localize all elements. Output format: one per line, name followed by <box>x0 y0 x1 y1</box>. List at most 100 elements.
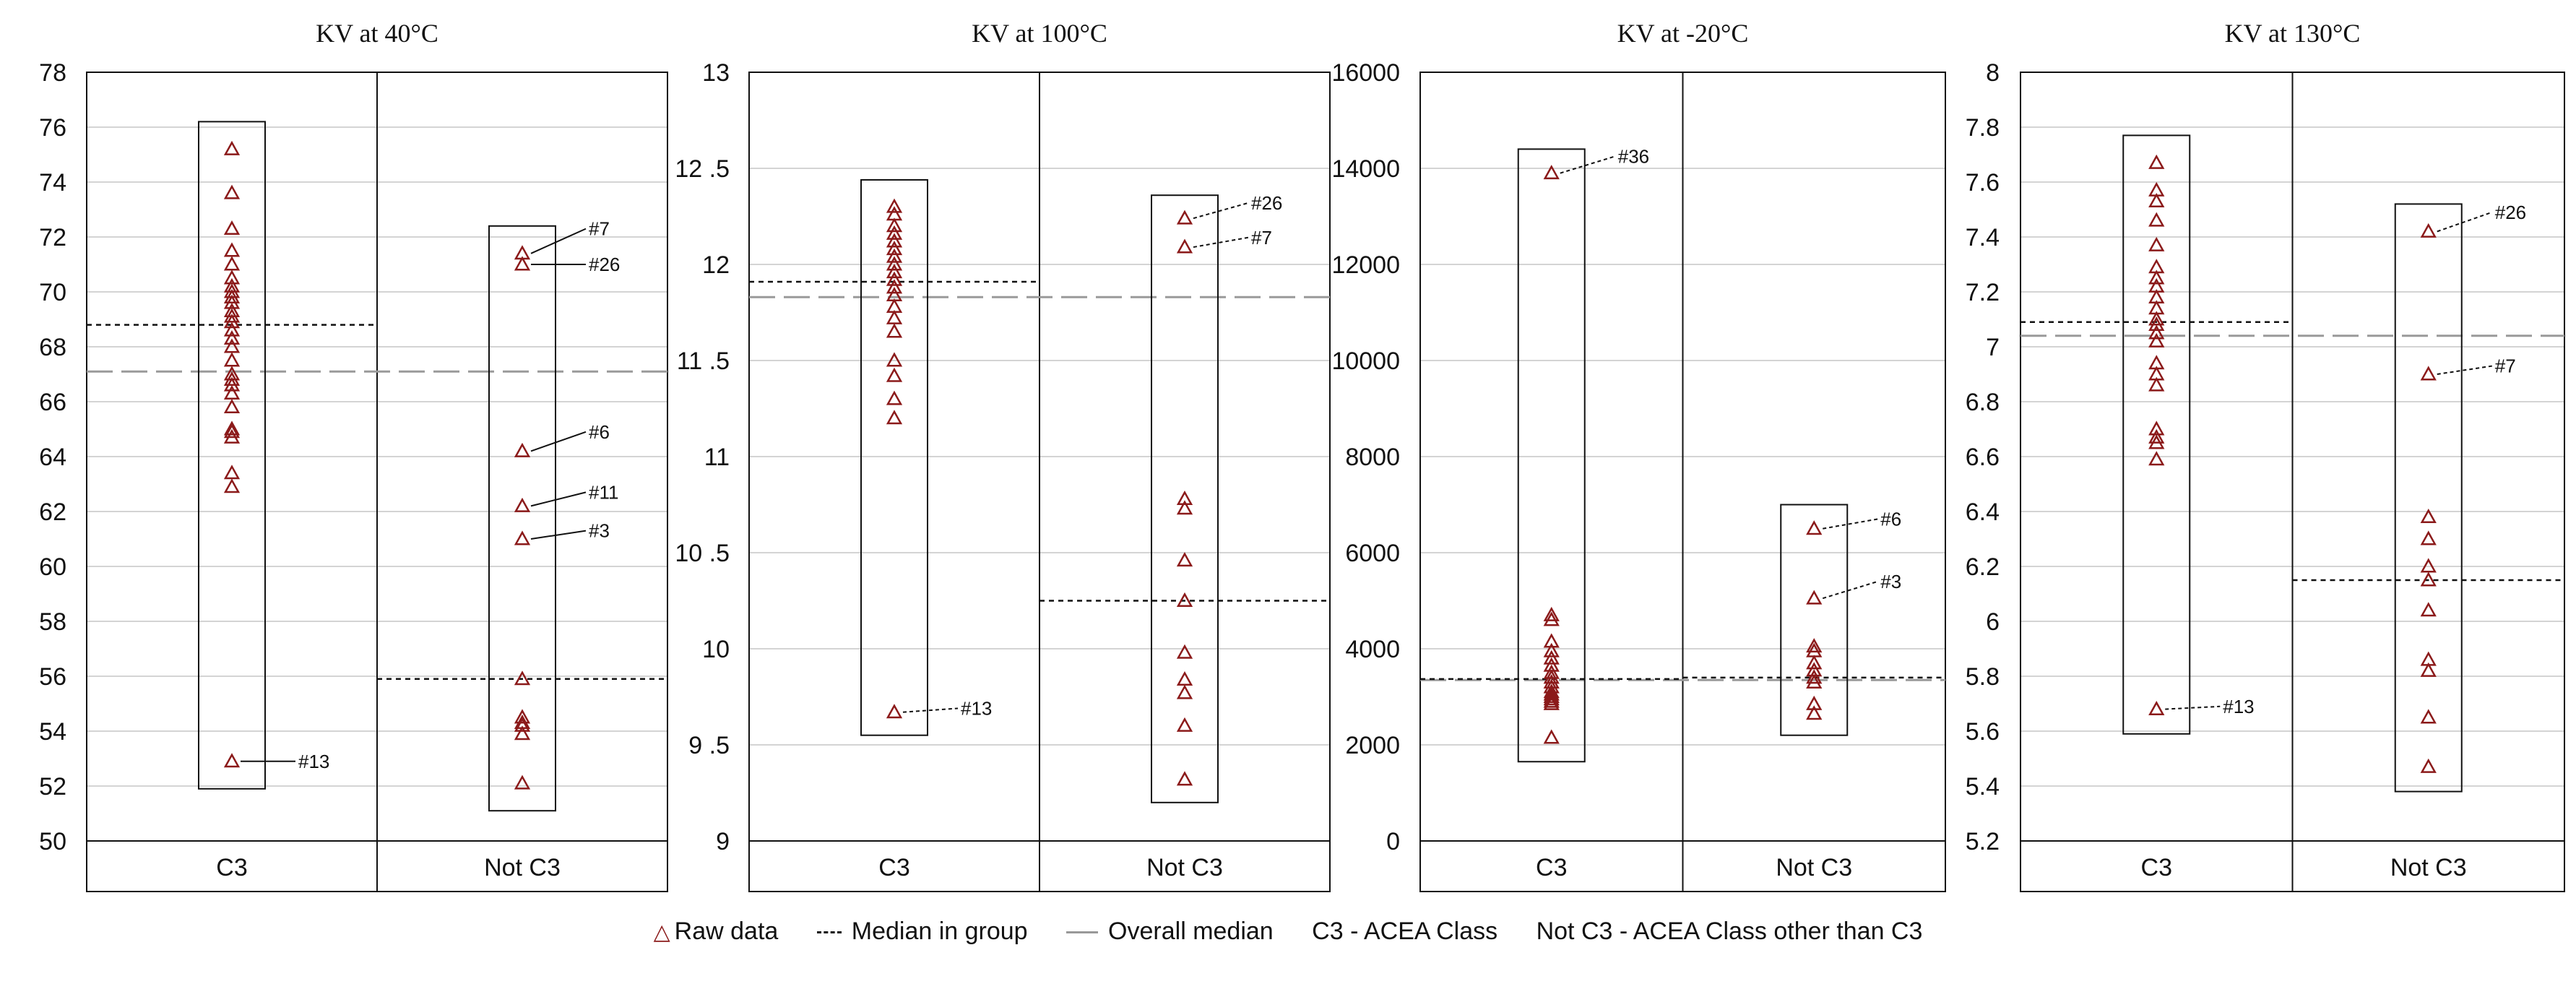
raw-data-point <box>2148 236 2165 251</box>
raw-data-point <box>223 269 241 285</box>
annotation-leader <box>902 707 959 713</box>
annotation-leader <box>2437 365 2492 375</box>
raw-data-point <box>223 478 241 493</box>
annotation-label: #7 <box>589 218 610 240</box>
category-label: C3 <box>878 854 909 881</box>
legend-overall-median: Overall median <box>1066 918 1274 946</box>
raw-data-point <box>514 774 531 790</box>
y-tick-label: 62 <box>39 499 66 526</box>
raw-data-point <box>514 497 531 512</box>
y-tick-label: 50 <box>39 828 66 855</box>
raw-data-point <box>1543 657 1560 672</box>
raw-data-point <box>2148 154 2165 169</box>
raw-data-point <box>1543 683 1560 699</box>
raw-data-point <box>223 220 241 236</box>
legend-c3-definition: C3 - ACEA Class <box>1312 917 1498 945</box>
raw-data-point <box>514 725 531 741</box>
raw-data-point <box>2148 269 2165 285</box>
y-tick-label: 13 <box>702 59 730 87</box>
range-box <box>860 178 928 736</box>
annotation-leader <box>530 491 587 507</box>
raw-data-point <box>2420 709 2437 724</box>
raw-data-point <box>223 242 241 257</box>
raw-data-point <box>2148 701 2165 716</box>
y-tick-label: 7.8 <box>1966 114 2000 142</box>
raw-data-point <box>1176 644 1193 659</box>
y-tick-label: 5.8 <box>1966 663 2000 691</box>
raw-data-point <box>886 367 903 382</box>
y-tick-label: 9 <box>716 828 730 855</box>
annotation-label: #26 <box>2495 202 2526 223</box>
raw-data-point <box>2420 366 2437 381</box>
raw-data-point <box>223 420 241 436</box>
raw-data-point <box>2148 277 2165 293</box>
range-box <box>488 225 556 812</box>
y-tick-label: 7 <box>1986 334 2000 361</box>
annotation-leader <box>1193 236 1249 249</box>
y-tick-label: 9 .5 <box>688 732 730 759</box>
raw-data-point <box>223 321 241 337</box>
raw-data-point <box>1806 669 1823 684</box>
raw-data-point <box>514 670 531 686</box>
raw-data-point <box>886 233 903 248</box>
raw-data-point <box>2148 193 2165 208</box>
range-box <box>1151 194 1219 803</box>
annotation-leader <box>530 431 587 452</box>
y-tick-label: 11 .5 <box>677 348 730 375</box>
y-tick-label: 5.4 <box>1966 773 2000 800</box>
raw-data-point <box>1543 165 1560 180</box>
annotation-label: #13 <box>961 697 992 719</box>
raw-data-point <box>2420 571 2437 587</box>
y-tick-label: 66 <box>39 389 66 416</box>
raw-data-point <box>1543 606 1560 621</box>
annotation-leader <box>2437 211 2493 233</box>
annotation-label: #11 <box>589 481 618 503</box>
y-tick-label: 74 <box>39 169 66 197</box>
raw-data-point <box>886 704 903 719</box>
y-tick-label: 0 <box>1386 828 1400 855</box>
raw-data-point <box>886 279 903 294</box>
raw-data-point <box>1543 611 1560 626</box>
legend-raw-data-label: Raw data <box>674 917 779 945</box>
chart-panel-4: KV at 130°C 5.2 5.4 5.6 5.8 6 6.2 6.4 6.6 6.8 7 7.2… <box>1966 19 2565 892</box>
raw-data-point <box>223 330 241 345</box>
y-tick-label: 10 .5 <box>675 540 730 567</box>
raw-data-point <box>886 298 903 313</box>
raw-data-point <box>2148 289 2165 304</box>
raw-data-point <box>1176 238 1193 254</box>
y-tick-label: 12 <box>702 251 730 279</box>
y-tick-label: 8 <box>1986 59 2000 87</box>
raw-data-point <box>223 256 241 271</box>
raw-data-point <box>223 140 241 155</box>
raw-data-point <box>223 753 241 768</box>
raw-data-point <box>1176 717 1193 732</box>
raw-data-point <box>2148 420 2165 436</box>
raw-data-point <box>223 352 241 367</box>
chart-title: KV at 130°C <box>2225 19 2361 48</box>
raw-data-point <box>886 390 903 405</box>
y-tick-label: 6.2 <box>1966 553 2000 581</box>
annotation-label: #26 <box>589 254 620 275</box>
y-tick-label: 11 <box>704 444 730 471</box>
raw-data-point <box>1176 592 1193 607</box>
category-label: Not C3 <box>484 854 561 881</box>
raw-data-point <box>1806 655 1823 670</box>
annotation-leader <box>1560 155 1616 174</box>
raw-data-point <box>1806 520 1823 535</box>
raw-data-point <box>2420 558 2437 573</box>
raw-data-point <box>2420 223 2437 238</box>
raw-data-point <box>1543 688 1560 703</box>
y-tick-label: 76 <box>39 114 66 142</box>
raw-data-point <box>886 271 903 286</box>
y-tick-label: 4000 <box>1345 636 1400 663</box>
raw-data-point <box>1806 638 1823 653</box>
y-tick-label: 16000 <box>1331 59 1400 87</box>
y-tick-label: 2000 <box>1345 732 1400 759</box>
raw-data-point <box>514 442 531 457</box>
category-label: C3 <box>216 854 247 881</box>
raw-data-point <box>1543 693 1560 708</box>
range-box <box>1517 148 1586 763</box>
y-tick-label: 70 <box>39 279 66 306</box>
raw-data-point <box>1176 552 1193 567</box>
figure: KV at 40°C505254565860626466687072747678… <box>39 19 2565 892</box>
